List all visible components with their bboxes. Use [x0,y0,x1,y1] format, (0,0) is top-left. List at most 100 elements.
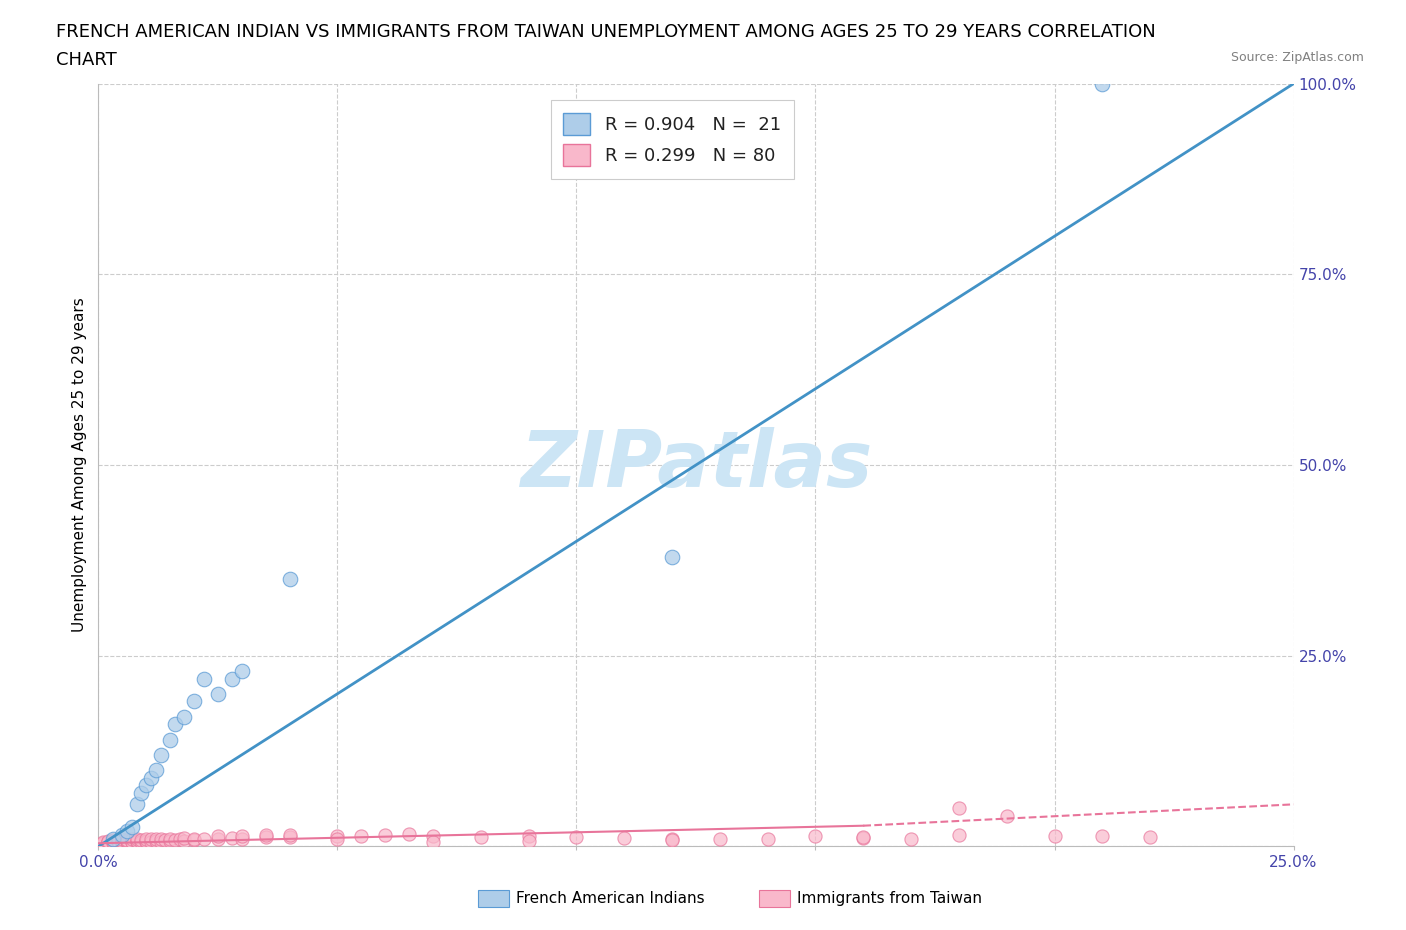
Point [207,829,229,844]
Point [948,801,970,816]
Point [207,686,229,701]
Point [565,830,588,844]
Point [149,832,172,847]
Point [173,833,195,848]
Point [139,770,162,785]
Point [193,832,215,847]
Point [900,831,922,846]
Point [183,831,205,846]
Point [1091,76,1114,91]
Point [121,835,143,850]
Point [159,833,181,848]
Legend: R = 0.904   N =  21, R = 0.299   N = 80: R = 0.904 N = 21, R = 0.299 N = 80 [551,100,793,179]
Point [115,835,138,850]
Point [517,829,540,844]
Point [231,831,253,846]
Point [135,833,157,848]
Point [111,828,134,843]
Point [173,830,195,845]
Point [131,834,153,849]
Point [101,834,124,849]
Point [121,834,143,849]
Point [948,828,970,843]
Point [163,832,186,847]
Point [398,827,420,842]
Point [193,671,215,686]
Point [115,832,138,847]
Point [852,830,875,844]
Point [91,835,114,850]
Point [804,829,827,844]
Point [121,832,143,847]
Point [661,549,683,564]
Point [159,831,181,846]
Point [97,834,120,849]
Text: ZIPatlas: ZIPatlas [520,427,872,503]
Point [131,832,153,847]
Point [111,833,134,848]
Text: FRENCH AMERICAN INDIAN VS IMMIGRANTS FROM TAIWAN UNEMPLOYMENT AMONG AGES 25 TO 2: FRENCH AMERICAN INDIAN VS IMMIGRANTS FRO… [56,23,1156,41]
Point [97,835,120,850]
Point [115,824,138,839]
Y-axis label: Unemployment Among Ages 25 to 29 years: Unemployment Among Ages 25 to 29 years [72,298,87,632]
Point [135,777,157,792]
Point [221,671,243,686]
Point [90,837,112,852]
Point [326,829,349,844]
Point [125,832,148,847]
Point [470,830,492,844]
Point [852,830,875,845]
Point [101,832,124,847]
Point [221,830,243,845]
Point [173,710,195,724]
Point [207,831,229,846]
Point [139,834,162,849]
Point [101,836,124,851]
Point [125,797,148,812]
Point [111,836,134,851]
Point [231,829,253,844]
Point [97,833,120,848]
Point [139,832,162,847]
Point [163,717,186,732]
Point [135,831,157,846]
Point [111,834,134,849]
Text: Immigrants from Taiwan: Immigrants from Taiwan [797,891,983,906]
Point [756,831,779,846]
Text: Source: ZipAtlas.com: Source: ZipAtlas.com [1230,51,1364,64]
Point [231,663,253,678]
Point [1139,830,1161,844]
Text: French American Indians: French American Indians [516,891,704,906]
Point [169,832,191,847]
Point [101,831,124,846]
Point [661,832,683,847]
Point [254,830,277,844]
Point [149,834,172,849]
Point [350,829,373,844]
Point [709,831,731,846]
Point [278,830,301,844]
Point [1091,829,1114,844]
Point [149,748,172,763]
Point [135,835,157,850]
Point [155,832,177,847]
Point [183,832,205,847]
Point [115,833,138,848]
Point [131,786,153,801]
Point [159,732,181,747]
Point [517,833,540,848]
Point [111,832,134,847]
Point [1043,829,1066,844]
Point [278,828,301,843]
Point [183,694,205,709]
Point [125,835,148,850]
Point [422,834,444,849]
Point [422,829,444,844]
Point [145,833,167,848]
Point [995,808,1018,823]
Point [278,572,301,587]
Point [121,820,143,835]
Point [374,828,396,843]
Point [107,833,129,848]
Point [91,836,114,851]
